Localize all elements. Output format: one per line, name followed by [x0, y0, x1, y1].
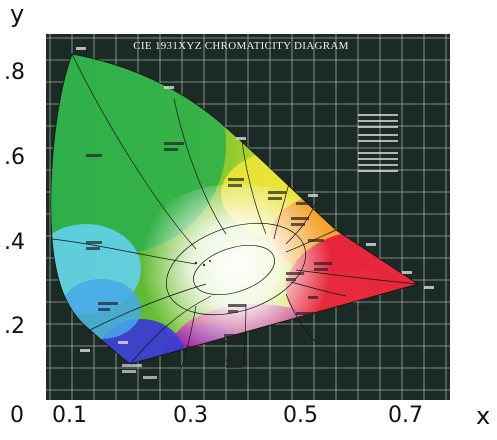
x-tick-label: 0.1	[52, 403, 87, 428]
chromaticity-diagram-image: CIE 1931XYZ CHROMATICITY DIAGRAM	[46, 34, 450, 400]
spectral-locus-outline	[50, 53, 419, 365]
legend-block	[358, 114, 398, 172]
diagram-title: CIE 1931XYZ CHROMATICITY DIAGRAM	[133, 40, 348, 52]
region-boundaries	[51, 53, 419, 370]
y-tick-label: .6	[4, 145, 25, 170]
y-tick-label: .2	[4, 314, 25, 339]
y-axis-label: y	[10, 0, 25, 28]
x-tick-label: 0.5	[283, 403, 318, 428]
wavelength-marks	[76, 47, 434, 352]
chromaticity-diagram-svg: CIE 1931XYZ CHROMATICITY DIAGRAM	[46, 34, 450, 400]
origin-label: 0	[10, 403, 24, 428]
x-tick-label: 0.7	[388, 403, 423, 428]
y-tick-label: .4	[4, 230, 25, 255]
region-labels	[86, 142, 370, 379]
x-tick-label: 0.3	[173, 403, 208, 428]
x-axis-label: x	[476, 402, 491, 430]
y-tick-label: .8	[4, 60, 25, 85]
